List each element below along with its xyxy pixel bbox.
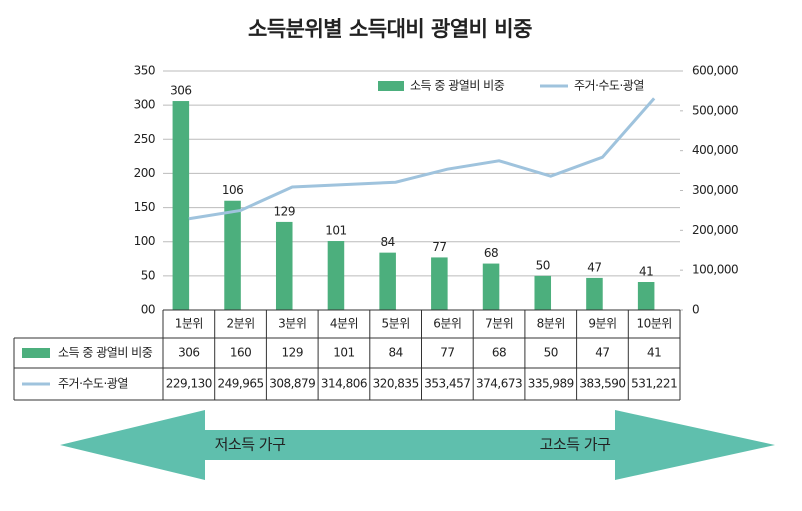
y2-tick-label: 500,000 [692,103,738,117]
y-tick-label: 350 [134,64,155,78]
legend-label: 주거·수도·광열 [574,79,644,93]
x-tick-label: 6분위 [433,317,461,331]
table-row-label: 소득 중 광열비 비중 [58,346,153,360]
bar [275,221,293,310]
bar [482,263,500,310]
x-tick-label: 5분위 [382,317,410,331]
table-cell: 374,673 [476,377,522,391]
table-cell: 308,879 [269,377,315,391]
table-cell: 41 [647,346,661,360]
x-tick-label: 7분위 [485,317,513,331]
bar-label: 106 [222,183,243,197]
arrow-label: 저소득 가구 [215,436,286,454]
table-cell: 129 [282,346,303,360]
bar-label: 41 [639,265,653,279]
y2-tick-label: 0 [692,303,699,317]
table-cell: 47 [595,346,609,360]
bar [431,257,448,310]
legend-swatch [378,81,404,91]
table-cell: 306 [178,346,199,360]
bar-label: 50 [536,258,550,272]
x-tick-label: 4분위 [330,317,358,331]
table-cell: 249,965 [217,377,263,391]
table-cell: 77 [440,346,454,360]
x-tick-label: 2분위 [226,317,254,331]
legend-label: 소득 중 광열비 비중 [410,79,505,93]
y2-tick-label: 100,000 [692,263,738,277]
bar [637,282,655,310]
table-row-label: 주거·수도·광열 [58,377,128,391]
bar-label: 47 [587,260,601,274]
chart-title: 소득분위별 소득대비 광열비 비중 [248,17,532,41]
y2-tick-label: 400,000 [692,143,738,157]
y-tick-label: 300 [134,98,155,112]
y2-tick-label: 600,000 [692,64,738,78]
table-cell: 101 [333,346,354,360]
y2-tick-label: 300,000 [692,183,738,197]
table-cell: 84 [389,346,403,360]
x-tick-label: 1분위 [175,317,203,331]
bar [379,252,396,310]
x-tick-label: 10분위 [636,317,671,331]
y-tick-label: 50 [141,268,155,282]
bar [586,277,603,310]
arrow [60,410,775,480]
y-tick-label: 150 [134,200,155,214]
x-tick-label: 8분위 [537,317,565,331]
bar [172,101,190,310]
line [188,97,656,221]
bar-label: 84 [381,235,395,249]
bar [224,200,241,310]
table-cell: 314,806 [321,377,367,391]
table-cell: 50 [544,346,558,360]
table-cell: 160 [230,346,251,360]
x-tick-label: 9분위 [588,317,616,331]
table-cell: 383,590 [579,377,625,391]
y-tick-label: 250 [134,132,155,146]
bar-label: 129 [274,204,295,218]
table-cell: 68 [492,346,506,360]
table-cell: 335,989 [528,377,574,391]
y2-tick-label: 200,000 [692,223,738,237]
table-cell: 320,835 [373,377,419,391]
table-swatch [22,348,50,358]
bar [327,241,345,310]
bar-label: 68 [484,246,498,260]
y-tick-label: 00 [141,303,155,317]
table-cell: 531,221 [631,377,677,391]
bar-label: 306 [170,84,191,98]
table-cell: 353,457 [424,377,470,391]
x-tick-label: 3분위 [278,317,306,331]
table-cell: 229,130 [166,377,212,391]
y-tick-label: 100 [134,234,155,248]
arrow-label: 고소득 가구 [540,436,611,454]
bar-label: 101 [325,224,346,238]
bar-label: 77 [432,240,446,254]
bar [534,275,552,310]
y-tick-label: 200 [134,166,155,180]
